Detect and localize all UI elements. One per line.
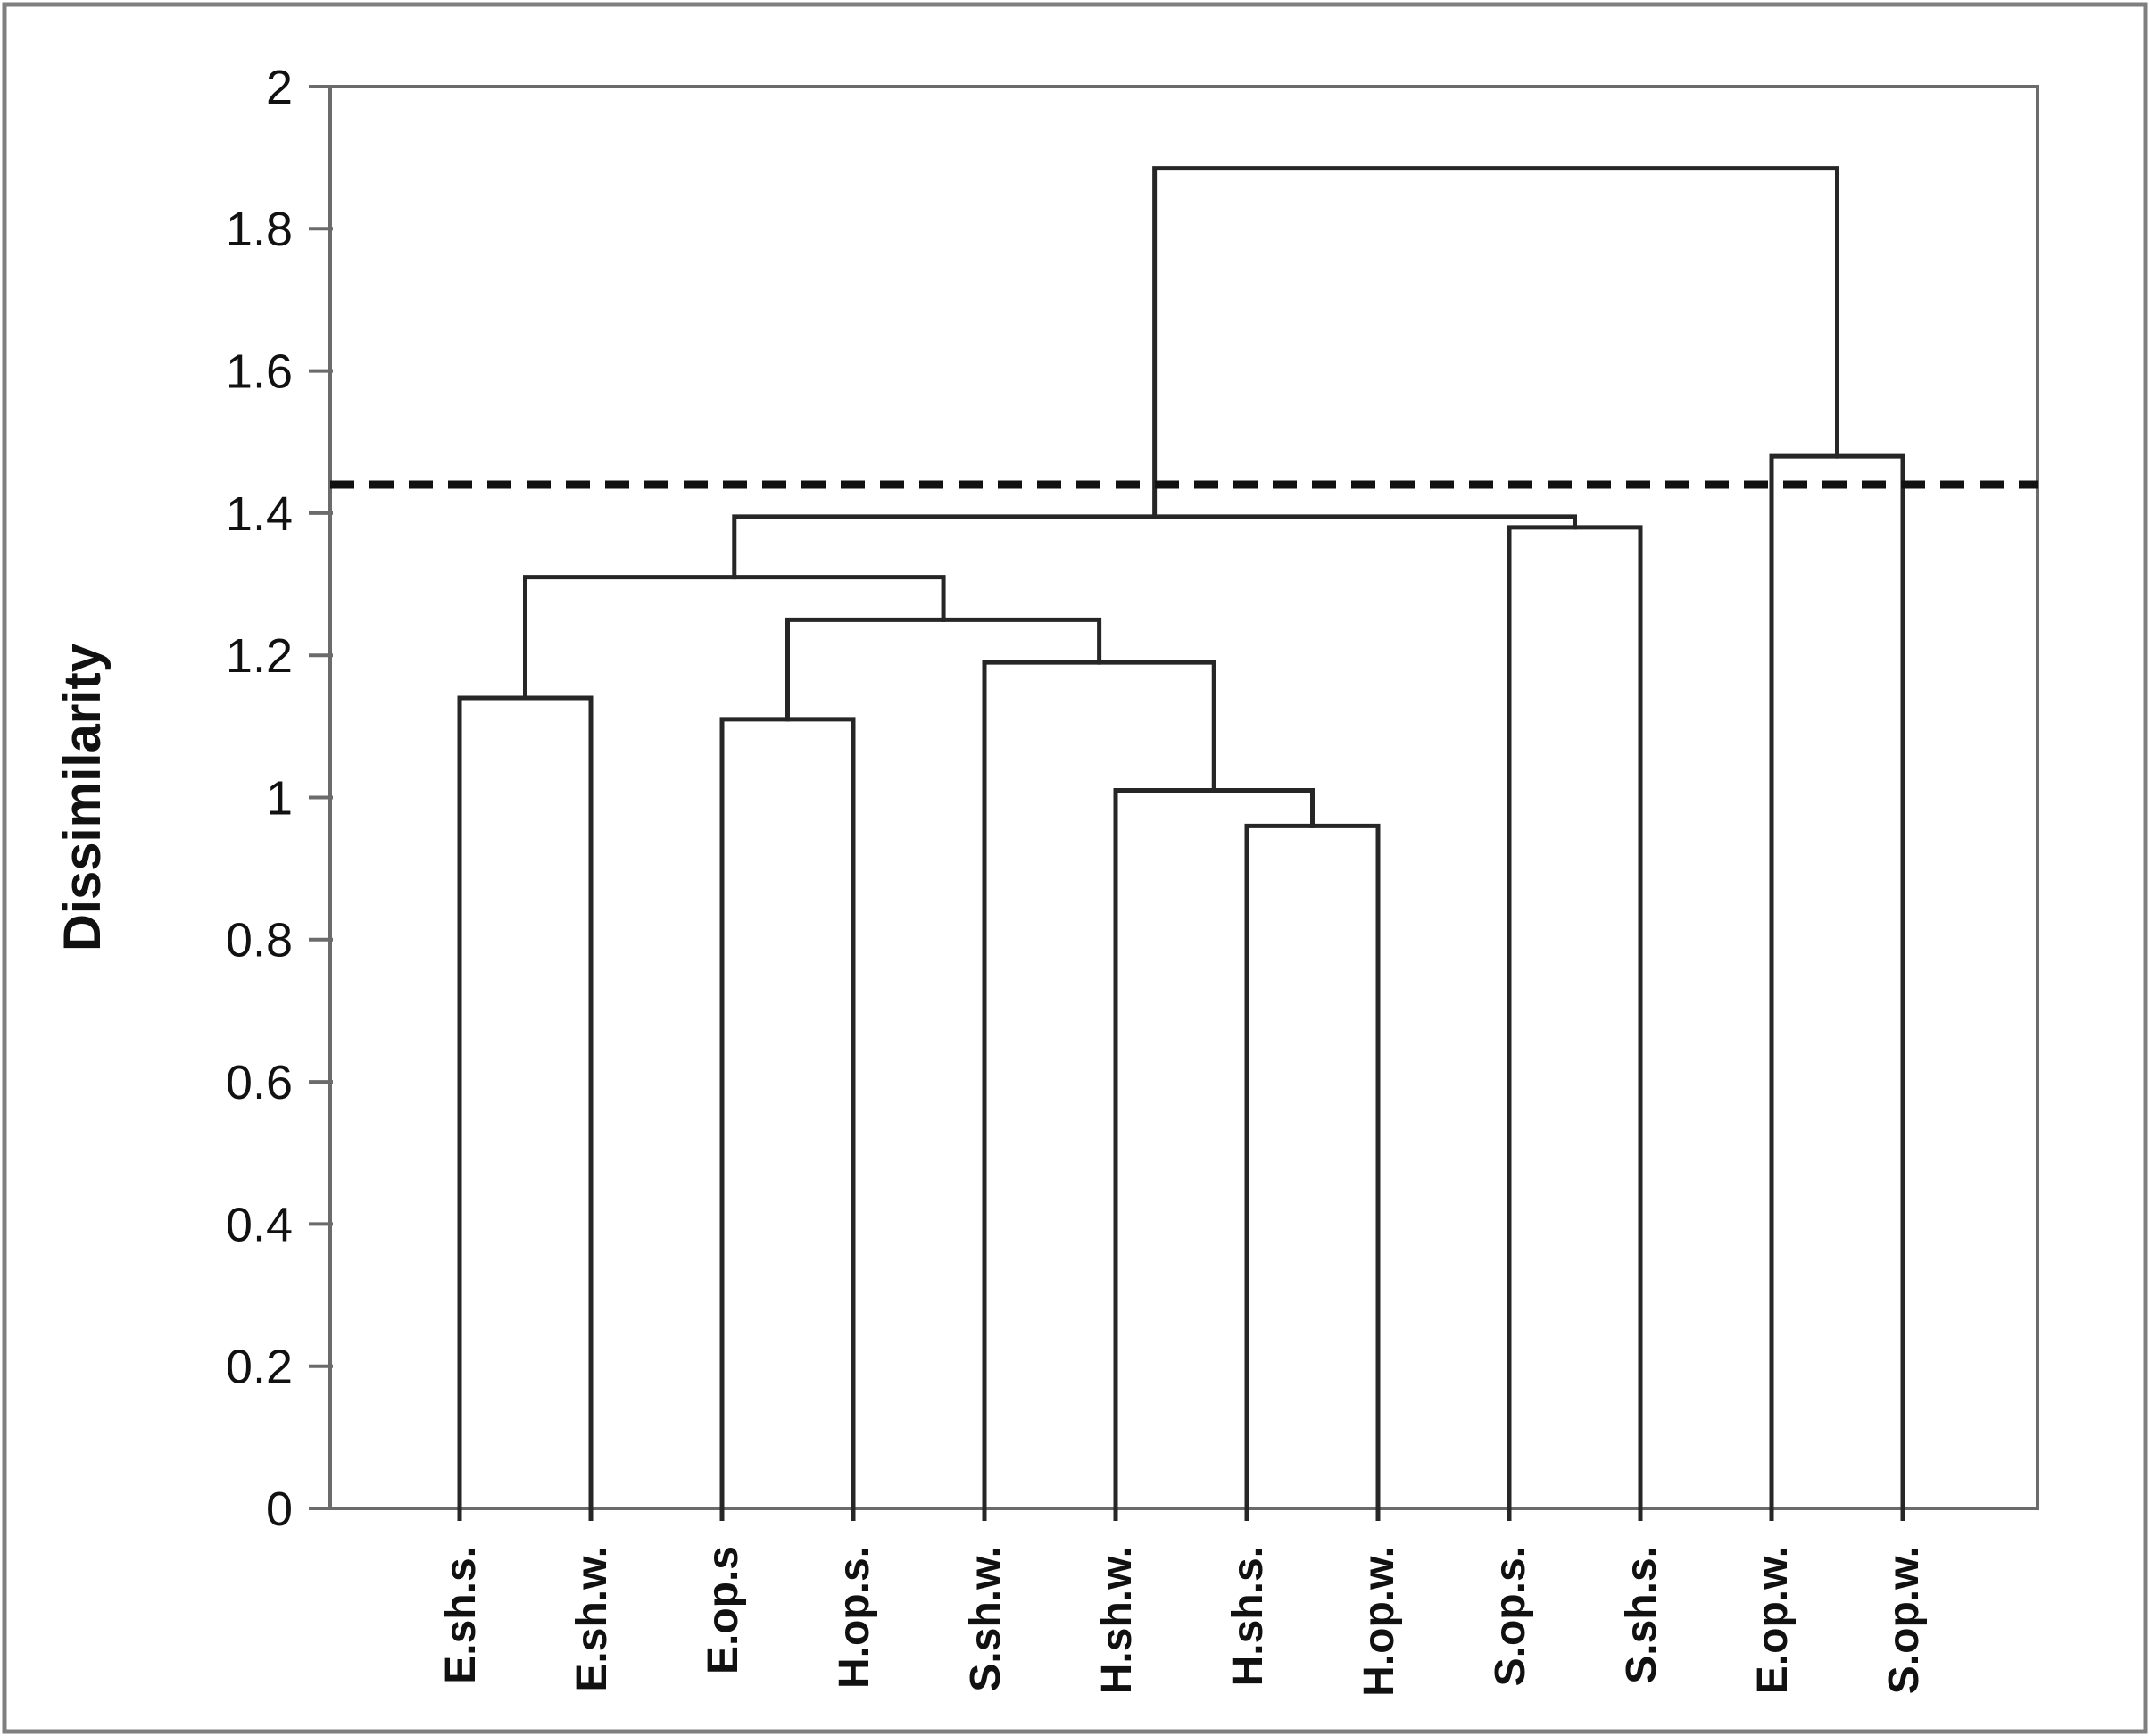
cluster-link-n1	[1244, 823, 1381, 1511]
y-axis-tick-label: 1.4	[226, 487, 293, 541]
cluster-link-n4	[457, 695, 594, 1511]
plot-area-frame	[328, 85, 2039, 1510]
x-axis-label: S.sh.w.	[962, 1546, 1009, 1692]
cluster-link-n2	[1113, 788, 1315, 1511]
x-axis-label: E.sh.w.	[569, 1546, 616, 1692]
dendrogram-tree	[457, 166, 1905, 1511]
x-axis-label: E.sh.s.	[437, 1546, 485, 1684]
y-axis-tick-label: 0.4	[226, 1198, 293, 1251]
x-axis-label: S.op.s.	[1487, 1546, 1534, 1686]
x-axis-label: H.op.s.	[831, 1546, 878, 1689]
cluster-link-n3	[719, 717, 856, 1511]
y-axis-tick-label: 0.2	[226, 1341, 293, 1394]
x-axis-label: E.op.s	[700, 1546, 747, 1674]
cluster-link-n10	[1769, 453, 1905, 1511]
x-axis-label: S.op.w.	[1880, 1546, 1928, 1694]
y-axis-tick-label: 0	[266, 1483, 293, 1536]
x-axis-label: H.sh.w.	[1093, 1546, 1141, 1694]
y-axis-tick-label: 0.8	[226, 914, 293, 968]
cluster-link-n8	[1507, 525, 1643, 1511]
y-axis: 2 1.8 1.6 1.4 1.2 1 0.8 0.6 0.4 0.2 0	[226, 61, 333, 1536]
y-axis-title: Dissimilarity	[54, 644, 112, 951]
x-axis-label: E.op.w.	[1749, 1546, 1797, 1694]
y-axis-tick-label: 1.8	[226, 203, 293, 256]
x-axis-label: H.op.w.	[1356, 1546, 1403, 1697]
cluster-link-n11	[1152, 166, 1839, 519]
y-axis-tick-label: 1	[266, 771, 293, 825]
x-axis-label: H.sh.s.	[1224, 1546, 1272, 1686]
cluster-link-n9	[732, 514, 1577, 580]
x-axis-labels: E.sh.s. E.sh.w. E.op.s H.op.s. S.sh.w. H.sh.w…	[437, 1546, 1928, 1697]
x-axis-label: S.sh.s.	[1618, 1546, 1665, 1684]
y-axis-tick-label: 2	[266, 61, 293, 114]
cluster-link-n6	[785, 617, 1102, 722]
cluster-link-n7	[523, 575, 946, 701]
y-axis-tick-label: 1.6	[226, 345, 293, 399]
y-axis-tick-label: 0.6	[226, 1056, 293, 1109]
y-axis-tick-label: 1.2	[226, 629, 293, 683]
